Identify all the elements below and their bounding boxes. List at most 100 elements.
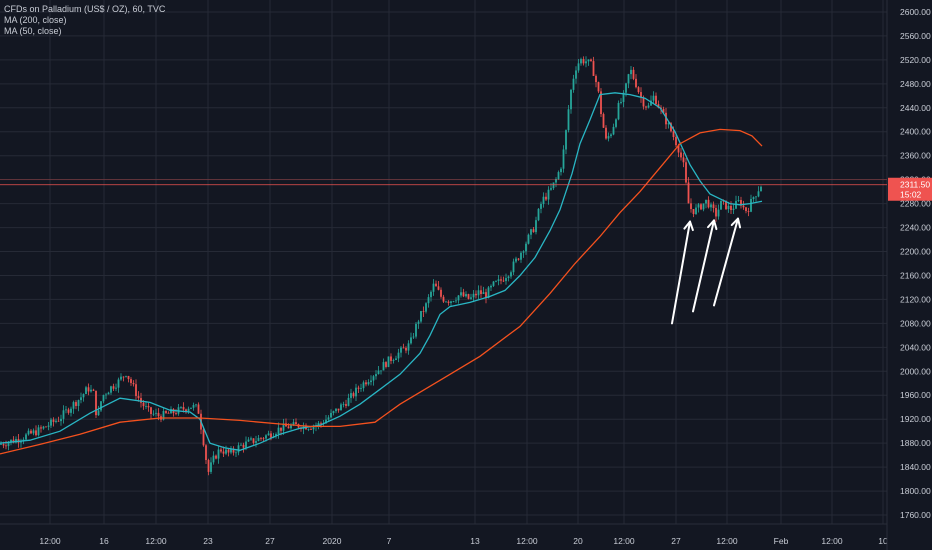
candle-body — [415, 323, 417, 337]
candle-down — [130, 377, 132, 386]
candle-body — [292, 422, 295, 426]
candle-body — [107, 392, 110, 395]
candle-body — [707, 199, 710, 208]
candle-body — [65, 409, 67, 411]
candle-up — [522, 250, 525, 258]
candle-down — [222, 446, 225, 458]
candle-body — [490, 285, 492, 288]
candle-body — [325, 419, 327, 424]
arrow-shaft — [713, 217, 739, 307]
candle-down — [682, 152, 685, 168]
candle-down — [447, 300, 450, 306]
candle-down — [285, 418, 287, 427]
candle-down — [295, 418, 297, 425]
candle-body — [412, 336, 415, 338]
candle-body — [757, 191, 760, 197]
arrow-annotation — [671, 220, 694, 325]
candle-body — [642, 97, 645, 107]
candle-down — [262, 436, 265, 442]
candle-down — [662, 106, 665, 114]
candle-body — [435, 283, 437, 287]
candle-body — [755, 196, 757, 198]
candle-up — [335, 408, 337, 414]
candle-body — [447, 301, 450, 303]
candle-down — [260, 437, 262, 441]
candle-down — [215, 454, 217, 460]
candle-body — [552, 182, 555, 189]
candle-body — [715, 207, 717, 217]
candle-body — [622, 92, 625, 103]
x-tick-label: 27 — [265, 536, 275, 546]
candle-body — [90, 389, 92, 392]
candle-body — [760, 186, 762, 192]
candle-body — [382, 362, 385, 371]
candle-body — [340, 404, 342, 411]
candle-down — [480, 285, 482, 298]
symbol-title: CFDs on Palladium (US$ / OZ), 60, TVC — [4, 4, 166, 14]
candle-up — [50, 417, 52, 428]
legend-ma200: MA (200, close) — [4, 15, 67, 25]
candle-down — [150, 406, 152, 420]
candle-body — [212, 455, 215, 463]
candle-body — [392, 359, 395, 361]
candle-down — [220, 447, 222, 454]
candle-body — [70, 408, 72, 413]
candle-up — [505, 273, 507, 285]
candle-down — [442, 294, 445, 303]
candle-body — [270, 433, 272, 438]
y-tick-label: 2400.00 — [900, 127, 931, 137]
candle-up — [72, 400, 75, 414]
candle-up — [417, 319, 420, 329]
candle-up — [622, 90, 625, 108]
candle-up — [530, 228, 532, 240]
candle-body — [730, 205, 732, 211]
candle-body — [110, 386, 112, 393]
candle-body — [85, 387, 87, 395]
arrow-shaft — [692, 219, 715, 313]
y-tick-label: 2080.00 — [900, 318, 931, 328]
candle-up — [195, 403, 197, 408]
candle-down — [345, 399, 347, 409]
candle-down — [655, 92, 657, 105]
candle-body — [145, 406, 147, 407]
candle-up — [615, 118, 617, 129]
candle-up — [155, 408, 157, 417]
candle-body — [342, 404, 345, 405]
candle-body — [527, 234, 530, 244]
candle-down — [437, 280, 440, 291]
candle-body — [482, 292, 485, 295]
candle-body — [525, 243, 527, 252]
candle-down — [165, 410, 167, 415]
candle-body — [747, 211, 750, 212]
candle-up — [282, 418, 285, 435]
candle-up — [415, 322, 417, 339]
candle-body — [740, 200, 742, 206]
candle-body — [500, 279, 502, 281]
candle-up — [372, 374, 375, 386]
arrow-head — [730, 217, 742, 229]
candle-body — [312, 426, 315, 430]
candle-body — [400, 347, 402, 353]
candle-body — [640, 92, 642, 98]
candle-body — [472, 293, 475, 298]
candle-body — [137, 396, 140, 399]
candle-body — [280, 427, 282, 431]
candle-body — [187, 408, 190, 412]
candle-body — [625, 83, 627, 93]
candle-body — [425, 303, 427, 312]
candle-down — [712, 201, 715, 213]
candle-body — [370, 380, 372, 383]
candle-body — [182, 407, 185, 410]
candle-body — [117, 379, 120, 388]
candle-up — [425, 302, 427, 314]
candle-body — [467, 294, 470, 299]
candle-body — [410, 337, 412, 344]
candle-body — [440, 289, 442, 297]
y-tick-label: 1840.00 — [900, 462, 931, 472]
candle-up — [392, 358, 395, 364]
candle-body — [592, 61, 595, 76]
candle-up — [455, 297, 457, 304]
candle-body — [580, 59, 582, 64]
